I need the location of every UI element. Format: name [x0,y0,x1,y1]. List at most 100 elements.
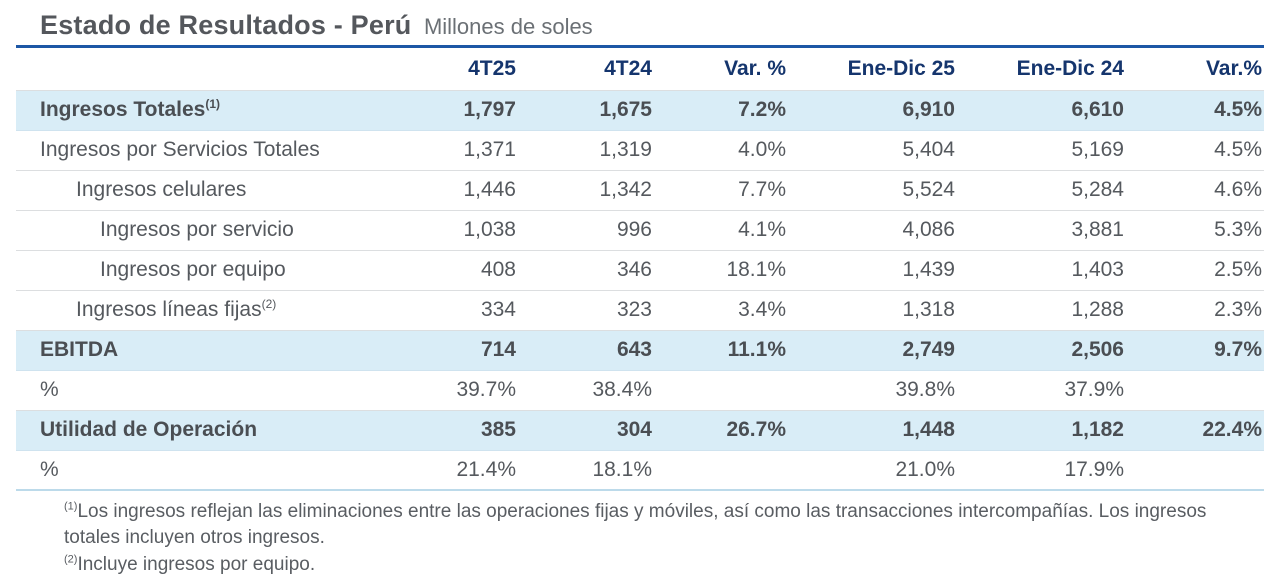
title-block: Estado de Resultados - Perú Millones de … [16,8,1264,48]
row-value-var-quarter [654,450,788,491]
row-label: Ingresos por servicio [16,210,380,251]
row-value-enedic24: 3,881 [957,210,1126,251]
row-value-4t24: 996 [518,210,654,251]
row-value-var-year [1126,370,1264,411]
row-label: % [16,370,380,411]
footnote-2: (2)Incluye ingresos por equipo. [64,552,1226,578]
row-value-var-year: 9.7% [1126,330,1264,371]
row-value-enedic25: 1,448 [788,410,957,451]
row-label: Ingresos celulares [16,170,380,211]
row-value-4t24: 643 [518,330,654,371]
row-label-text: % [40,378,59,401]
row-value-var-quarter: 26.7% [654,410,788,451]
row-value-enedic24: 1,182 [957,410,1126,451]
col-header-enedic24: Ene-Dic 24 [957,48,1126,91]
row-value-var-year: 2.3% [1126,290,1264,331]
row-value-4t24: 1,342 [518,170,654,211]
table-header: 4T25 4T24 Var. % Ene-Dic 25 Ene-Dic 24 V… [16,48,1264,91]
row-value-4t25: 1,371 [380,130,518,171]
row-label-text: Ingresos por servicio [100,218,294,241]
row-value-4t25: 21.4% [380,450,518,491]
row-label-text: Utilidad de Operación [40,418,258,441]
row-value-4t25: 334 [380,290,518,331]
row-value-enedic24: 5,284 [957,170,1126,211]
row-value-4t25: 714 [380,330,518,371]
row-value-var-year: 4.6% [1126,170,1264,211]
row-value-enedic25: 2,749 [788,330,957,371]
row-value-var-year: 4.5% [1126,90,1264,131]
row-label-text: Ingresos líneas fijas [76,298,262,321]
table-header-row: 4T25 4T24 Var. % Ene-Dic 25 Ene-Dic 24 V… [16,48,1264,91]
col-header-enedic25: Ene-Dic 25 [788,48,957,91]
table-row: Ingresos por equipo 408 346 18.1% 1,439 … [16,250,1264,291]
row-value-var-quarter: 18.1% [654,250,788,291]
row-value-enedic25: 39.8% [788,370,957,411]
row-value-var-year: 4.5% [1126,130,1264,171]
row-label: Ingresos por Servicios Totales [16,130,380,171]
row-value-var-year: 5.3% [1126,210,1264,251]
row-label: % [16,450,380,491]
row-label: Utilidad de Operación [16,410,380,451]
row-value-enedic24: 2,506 [957,330,1126,371]
footnote-2-marker: (2) [64,553,78,566]
row-value-4t25: 408 [380,250,518,291]
table-row: Ingresos líneas fijas(2) 334 323 3.4% 1,… [16,290,1264,331]
page-subtitle: Millones de soles [423,14,593,39]
row-value-var-year: 2.5% [1126,250,1264,291]
footnote-ref-icon: (1) [205,97,220,111]
table-row: Ingresos por Servicios Totales 1,371 1,3… [16,130,1264,171]
row-value-4t25: 385 [380,410,518,451]
row-value-4t25: 1,038 [380,210,518,251]
table-row: Utilidad de Operación 385 304 26.7% 1,44… [16,410,1264,451]
row-label: Ingresos líneas fijas(2) [16,290,380,331]
row-label-text: Ingresos por Servicios Totales [40,138,320,161]
table-row: EBITDA 714 643 11.1% 2,749 2,506 9.7% [16,330,1264,371]
page-title: Estado de Resultados - Perú [40,10,412,40]
row-value-4t24: 323 [518,290,654,331]
row-value-enedic24: 17.9% [957,450,1126,491]
row-value-enedic25: 5,524 [788,170,957,211]
row-value-enedic25: 5,404 [788,130,957,171]
row-value-var-quarter [654,370,788,411]
col-header-var-year: Var.% [1126,48,1264,91]
row-value-var-year [1126,450,1264,491]
row-value-4t25: 1,797 [380,90,518,131]
row-value-enedic24: 5,169 [957,130,1126,171]
row-value-enedic25: 21.0% [788,450,957,491]
row-label: Ingresos por equipo [16,250,380,291]
table-row: Ingresos celulares 1,446 1,342 7.7% 5,52… [16,170,1264,211]
row-value-var-quarter: 4.0% [654,130,788,171]
footnote-1-marker: (1) [64,500,78,513]
row-value-var-quarter: 4.1% [654,210,788,251]
row-value-enedic24: 37.9% [957,370,1126,411]
row-label: Ingresos Totales(1) [16,90,380,131]
col-header-label [16,48,380,91]
footnote-2-text: Incluye ingresos por equipo. [77,554,316,576]
footnote-1-text: Los ingresos reflejan las eliminaciones … [64,501,1207,548]
row-value-var-quarter: 7.2% [654,90,788,131]
footnotes: (1)Los ingresos reflejan las eliminacion… [16,491,1226,578]
col-header-var-quarter: Var. % [654,48,788,91]
row-value-4t25: 39.7% [380,370,518,411]
row-value-var-year: 22.4% [1126,410,1264,451]
row-value-enedic24: 1,288 [957,290,1126,331]
table-row: % 39.7% 38.4% 39.8% 37.9% [16,370,1264,411]
row-value-var-quarter: 7.7% [654,170,788,211]
row-value-4t25: 1,446 [380,170,518,211]
row-label: EBITDA [16,330,380,371]
footnote-ref-icon: (2) [261,297,277,311]
row-value-enedic25: 6,910 [788,90,957,131]
row-value-var-quarter: 11.1% [654,330,788,371]
table-body: Ingresos Totales(1) 1,797 1,675 7.2% 6,9… [16,90,1264,491]
col-header-4t25: 4T25 [380,48,518,91]
row-value-enedic25: 1,439 [788,250,957,291]
row-label-text: Ingresos Totales [40,98,206,121]
row-value-4t24: 1,319 [518,130,654,171]
row-value-enedic25: 4,086 [788,210,957,251]
row-value-enedic24: 1,403 [957,250,1126,291]
table-row: % 21.4% 18.1% 21.0% 17.9% [16,450,1264,491]
row-value-enedic24: 6,610 [957,90,1126,131]
row-label-text: Ingresos por equipo [100,258,286,281]
table-row: Ingresos Totales(1) 1,797 1,675 7.2% 6,9… [16,90,1264,131]
